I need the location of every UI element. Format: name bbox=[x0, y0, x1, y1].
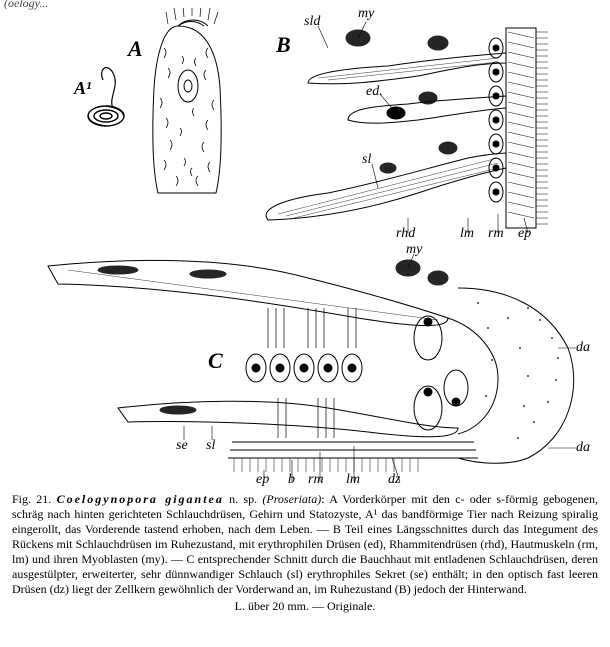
panel-label-b: B bbox=[276, 32, 291, 58]
label-my-b: my bbox=[358, 6, 374, 22]
label-rhd: rhd bbox=[396, 226, 415, 242]
label-b-c: b bbox=[288, 472, 295, 488]
panel-b-drawing bbox=[266, 22, 548, 233]
label-rm-b: rm bbox=[488, 226, 504, 242]
label-ep-b: ep bbox=[518, 226, 531, 242]
label-dz: dz bbox=[388, 472, 400, 488]
label-sl-c: sl bbox=[206, 438, 215, 454]
label-my-c: my bbox=[406, 242, 422, 258]
panel-a-drawing bbox=[153, 8, 221, 193]
label-ep-c: ep bbox=[256, 472, 269, 488]
panel-label-a1: A¹ bbox=[74, 78, 91, 99]
caption-group: (Proseriata) bbox=[262, 492, 321, 506]
label-rm-c: rm bbox=[308, 472, 324, 488]
figure-illustration: A A¹ B C my sld ed. sl rhd lm rm ep my d… bbox=[8, 8, 602, 488]
anatomical-illustration-svg bbox=[8, 8, 602, 488]
caption-body: : A Vorderkörper mit den c- oder s-förmi… bbox=[12, 492, 598, 596]
caption-species: Coelogynopora gigantea bbox=[57, 492, 224, 506]
label-sld: sld bbox=[304, 14, 320, 30]
label-ed: ed. bbox=[366, 84, 383, 100]
panel-label-a: A bbox=[128, 36, 143, 62]
label-lm-b: lm bbox=[460, 226, 474, 242]
figure-caption: Fig. 21. Coelogynopora gigantea n. sp. (… bbox=[8, 492, 602, 614]
label-se: se bbox=[176, 438, 188, 454]
caption-figno: Fig. 21. bbox=[12, 492, 51, 506]
caption-footer: L. über 20 mm. — Originale. bbox=[12, 599, 598, 614]
label-sl-b: sl bbox=[362, 152, 371, 168]
label-da-up: da bbox=[576, 340, 590, 356]
panel-label-c: C bbox=[208, 348, 223, 374]
panel-c-drawing bbox=[48, 254, 576, 482]
panel-a1-drawing bbox=[88, 68, 124, 126]
caption-nsp: n. sp. bbox=[224, 492, 263, 506]
label-lm-c: lm bbox=[346, 472, 360, 488]
label-da-low: da bbox=[576, 440, 590, 456]
